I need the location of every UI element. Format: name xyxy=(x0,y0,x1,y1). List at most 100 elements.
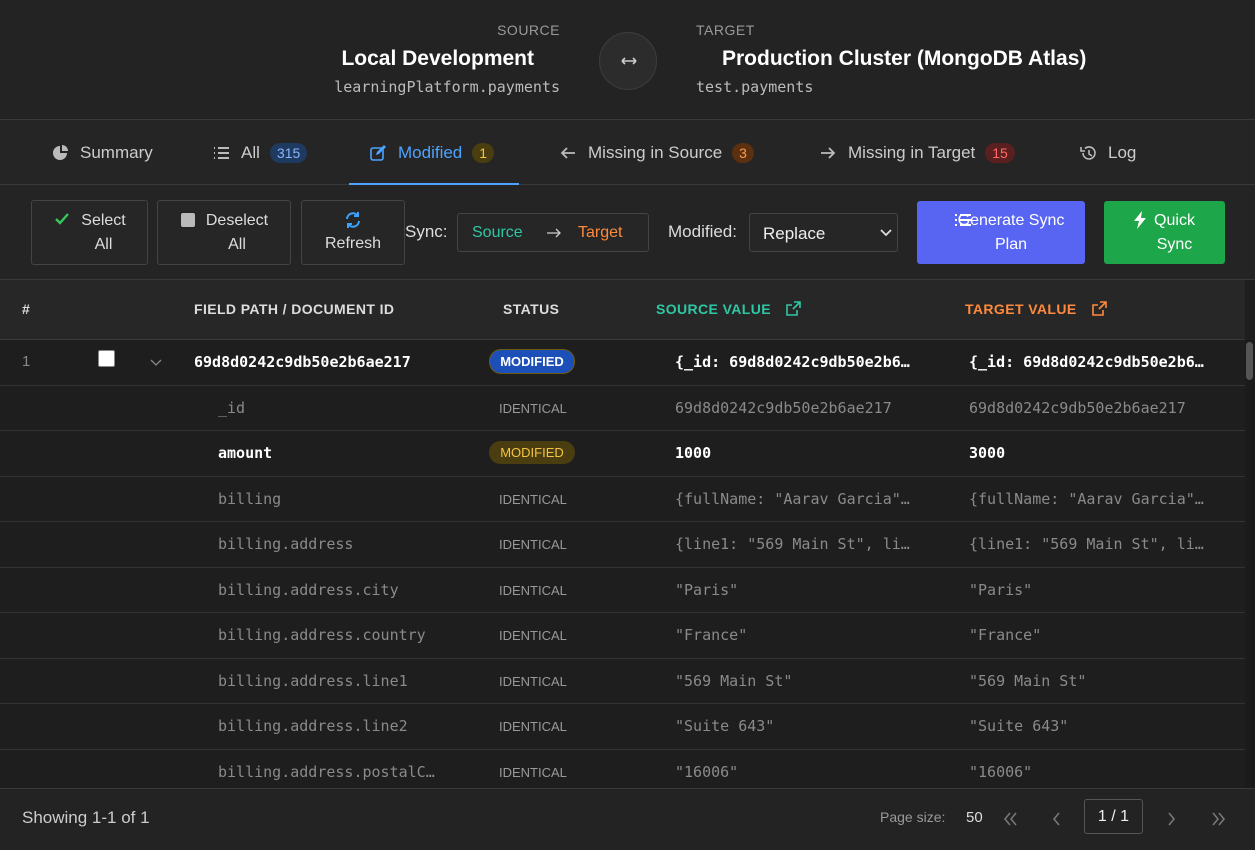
target-value: "16006" xyxy=(969,762,1033,781)
modified-label: Modified: xyxy=(668,222,737,241)
expand-toggle[interactable] xyxy=(150,355,162,373)
tab[interactable]: Modified 1 xyxy=(370,120,495,185)
scrollbar[interactable] xyxy=(1245,340,1255,788)
tab-count: 15 xyxy=(985,142,1015,163)
column-header: TARGET VALUE xyxy=(965,301,1077,317)
deselect-all-button[interactable]: Deselect All xyxy=(157,200,291,265)
source-value: "France" xyxy=(675,626,748,644)
sync-direction[interactable]: Source Target xyxy=(457,213,649,252)
field-path: billing xyxy=(218,489,282,508)
field-path: billing.address xyxy=(218,535,354,553)
showing-text: Showing 1-1 of 1 xyxy=(22,808,150,827)
status-text: IDENTICAL xyxy=(499,764,567,780)
target-value: "Paris" xyxy=(969,580,1033,599)
target-value: 69d8d0242c9db50e2b6ae217 xyxy=(969,398,1186,417)
tab-label: All xyxy=(241,142,260,162)
source-value: 69d8d0242c9db50e2b6ae217 xyxy=(675,398,892,417)
status-text: IDENTICAL xyxy=(499,673,567,689)
source-namespace: learningPlatform.payments xyxy=(334,78,560,96)
status-text: IDENTICAL xyxy=(499,491,567,507)
tab-count: 1 xyxy=(472,142,495,163)
target-name: Production Cluster (MongoDB Atlas) xyxy=(722,47,1087,70)
field-row: amount MODIFIED 1000 3000 xyxy=(0,431,1245,477)
tab[interactable]: Log xyxy=(1080,120,1136,185)
generate-sync-plan-button[interactable]: Generate Sync Plan xyxy=(917,201,1085,264)
status-text: IDENTICAL xyxy=(499,719,567,734)
target-value: {_id: 69d8d0242c9db50e2b6… xyxy=(969,353,1204,371)
tab[interactable]: Missing in Target 15 xyxy=(820,120,1015,185)
tab-icon xyxy=(560,145,588,161)
row-index: 1 xyxy=(22,353,31,370)
tab-bar: Summary All 315 Modified 1 Missing in Source 3… xyxy=(0,120,1255,185)
target-value: 3000 xyxy=(969,444,1006,462)
scroll-thumb[interactable] xyxy=(1246,342,1253,380)
source-value: "16006" xyxy=(675,762,739,781)
tab-icon xyxy=(820,145,848,161)
tab-label: Modified xyxy=(398,142,463,162)
tab-label: Log xyxy=(1108,142,1137,162)
page-size-label: Page size: xyxy=(880,809,946,825)
tab-label: Missing in Target xyxy=(848,142,976,162)
page-size[interactable]: 50 xyxy=(966,809,983,826)
sync-label: Sync: xyxy=(405,222,448,241)
tab[interactable]: Summary xyxy=(52,120,153,185)
tab[interactable]: Missing in Source 3 xyxy=(560,120,754,185)
field-row: billing.address.line1 IDENTICAL "569 Main … xyxy=(0,659,1245,704)
select-all-button[interactable]: Select All xyxy=(31,200,148,265)
tab[interactable]: All 315 xyxy=(213,120,308,185)
pager-icons xyxy=(1003,812,1226,826)
target-value: "France" xyxy=(969,626,1042,644)
chevron xyxy=(880,229,892,237)
swap-button[interactable] xyxy=(599,32,657,90)
status-text: IDENTICAL xyxy=(499,628,567,643)
toolbar: Select All Deselect All Refresh Sync: So… xyxy=(0,185,1255,280)
source-value: {fullName: "Aarav Garcia"… xyxy=(675,489,910,508)
field-row: billing.address.line2 IDENTICAL "Suite 643… xyxy=(0,704,1245,750)
source-value: {line1: "569 Main St", li… xyxy=(675,535,910,553)
document-id: 69d8d0242c9db50e2b6ae217 xyxy=(194,353,411,371)
tab-count: 3 xyxy=(732,142,754,163)
external-link-icon[interactable] xyxy=(1092,301,1107,321)
source-label: SOURCE xyxy=(497,22,560,38)
field-row: billing.address IDENTICAL {line1: "569 Mai… xyxy=(0,522,1245,568)
header: SOURCE Local Development learningPlatfor… xyxy=(0,0,1255,120)
tab-icon xyxy=(1080,145,1108,161)
field-path: amount xyxy=(218,444,273,462)
status-badge: MODIFIED xyxy=(489,441,575,464)
source-name: Local Development xyxy=(341,47,534,70)
generate-text: Generate Sync Plan xyxy=(957,211,1065,253)
swap-icon xyxy=(621,57,637,65)
modified-option: Replace xyxy=(763,224,826,243)
page-indicator[interactable]: 1 / 1 xyxy=(1084,799,1143,834)
status-text: IDENTICAL xyxy=(499,400,567,416)
target-value: "Suite 643" xyxy=(969,717,1069,735)
target-namespace: test.payments xyxy=(696,78,814,96)
bolt-icon xyxy=(1134,211,1146,229)
field-path: _id xyxy=(218,398,246,417)
target-value: {fullName: "Aarav Garcia"… xyxy=(969,489,1204,508)
tab-icon xyxy=(213,145,241,161)
sync-to: Target xyxy=(578,224,623,241)
source-value: "Suite 643" xyxy=(675,717,775,735)
row-checkbox[interactable] xyxy=(98,350,115,367)
column-header: FIELD PATH / DOCUMENT ID xyxy=(194,301,395,317)
external-link-icon[interactable] xyxy=(786,301,801,321)
field-path: billing.address.line2 xyxy=(218,717,408,735)
document-row: 1 69d8d0242c9db50e2b6ae217 MODIFIED {_id: 6… xyxy=(0,340,1245,386)
source-value: {_id: 69d8d0242c9db50e2b6… xyxy=(675,353,910,371)
target-value: {line1: "569 Main St", li… xyxy=(969,535,1204,553)
sync-arrow xyxy=(547,228,561,238)
field-path: billing.address.postalC… xyxy=(218,762,435,781)
refresh-icon xyxy=(346,212,360,228)
field-row: billing.address.country IDENTICAL "France"… xyxy=(0,613,1245,659)
target-label: TARGET xyxy=(696,22,755,38)
refresh-button[interactable]: Refresh xyxy=(301,200,405,265)
modified-select[interactable]: Replace xyxy=(749,213,898,252)
status-badge: MODIFIED xyxy=(489,349,575,374)
target-value: "569 Main St" xyxy=(969,671,1087,690)
column-header: SOURCE VALUE xyxy=(656,301,771,317)
quick-sync-button[interactable]: Quick Sync xyxy=(1104,201,1225,264)
status-text: IDENTICAL xyxy=(499,537,567,552)
quick-sync-text: Quick Sync xyxy=(1154,211,1195,253)
